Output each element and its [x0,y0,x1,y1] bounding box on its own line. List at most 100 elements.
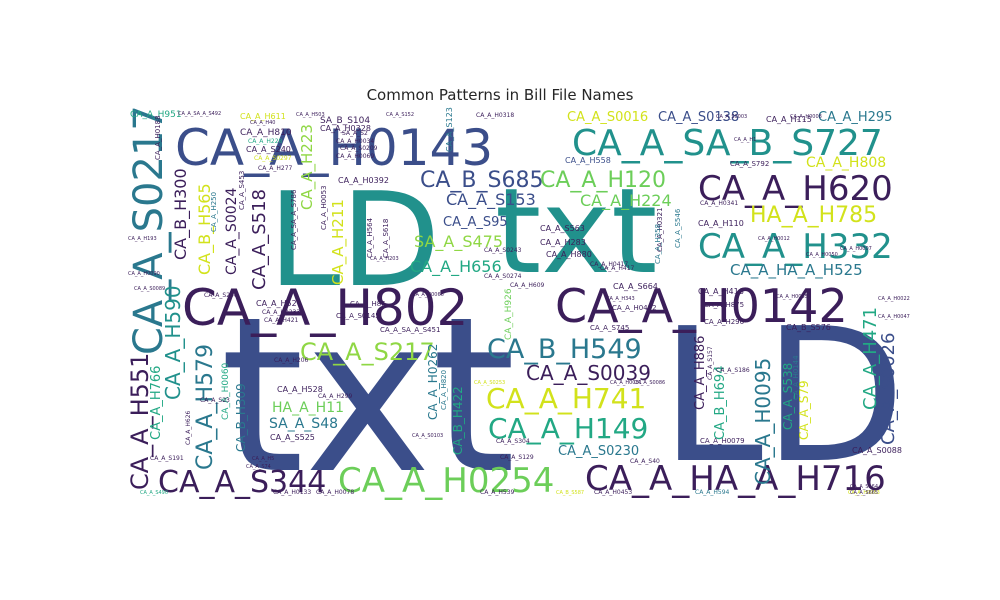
word-159: CA_A_H0022 [878,296,910,302]
word-54: CA_B_H309 [234,383,248,452]
word-13: CA_A_S344 [158,465,326,500]
word-67: CA_A_H283 [540,238,586,247]
word-145: CA_A_H343 [606,296,635,302]
word-82: CA_A_H0453 [594,489,632,496]
word-124: CA_A_H299 [318,393,353,400]
word-9: CA_A_H620 [698,169,893,209]
word-57: CA_A_H611 [240,112,286,121]
word-17: CA_A_S217 [300,338,435,366]
word-36: CA_A_S0138 [658,110,739,125]
word-127: CA_A_S129 [500,454,534,461]
word-21: CA_A_H551 [126,353,154,490]
word-78: CA_A_H0079 [700,437,745,445]
word-120: CA_A_H0318 [476,112,514,119]
word-139: CA_A_H40 [250,120,275,126]
word-71: CA_A_H110 [698,219,744,228]
word-106: CA_A_H0417 [590,261,628,268]
word-149: CA_A_H0066 [412,292,444,298]
word-10: CA_A_H332 [698,227,893,267]
word-77: CA_A_S0088 [852,446,902,455]
word-27: CA_A_S0026 [878,333,899,445]
word-5: CA_A_H802 [182,279,468,337]
word-31: CA_A_H224 [580,191,672,211]
word-91: CA_A_H0053 [320,185,328,230]
word-1: LD [660,288,906,504]
word-93: CA_A_S453 [238,171,246,210]
word-121: CA_A_S191 [150,455,184,462]
word-19: CA_A_H149 [488,412,648,445]
word-41: CA_A_H223 [298,124,317,210]
word-152: CA_A_H0007 [840,246,872,252]
word-0: txt [220,270,516,521]
word-102: CA_A_S0145 [336,312,380,320]
word-110: CA_A_H421 [264,317,299,324]
word-154: CA_A_S164 [850,484,878,490]
word-3: txt [495,162,657,300]
word-26: CA_A_H471 [860,307,881,410]
word-137: CA_A_H5 [252,456,274,462]
word-47: CA_A_H886 [693,336,708,410]
word-125: CA_A_H206 [274,357,309,364]
word-135: CA_A_H0081 [610,380,642,386]
word-104: CA_A_H0341 [700,200,738,207]
word-50: CA_A_S79 [797,380,811,440]
word-142: CA_A_H0012 [758,236,790,242]
word-131: CA_A_S490 [140,490,168,496]
word-63: CA_A_H558 [565,156,611,165]
word-43: CA_A_S95 [443,215,508,230]
word-153: CA_A_S665 [850,490,878,496]
word-29: CA_A_S518 [249,189,270,290]
word-111: CA_A_S0297 [254,155,292,162]
word-40: CA_A_S0024 [224,187,240,275]
word-8: CA_A_S0217 [126,105,172,355]
word-118: CA_A_S0274 [484,273,522,280]
word-75: CA_A_H0144 [792,355,800,400]
word-76: CA_B_S576 [786,323,831,332]
word-99: CA_A_S745 [590,324,629,332]
word-122: CA_A_S23 [200,397,230,404]
word-85: CA_A_H0321 [656,207,664,252]
word-156: CA_A_H193 [128,236,157,242]
word-74: CA_A_H52 [256,299,297,308]
word-157: CA_A_H0090 [128,271,160,277]
word-62: CA_A_S240 [246,145,291,154]
word-160: CA_A_H0047 [878,314,910,320]
word-150: CA_A_H203 [370,256,399,262]
word-89: CA_A_H564 [366,217,374,258]
word-42: CA_A_H211 [329,199,348,285]
word-30: CA_A_S153 [446,190,536,210]
word-51: CA_A_H0262 [426,344,440,420]
word-107: CA_A_H609 [510,282,545,289]
word-128: CA_A_S186 [716,367,750,374]
word-103: CA_A_S792 [730,160,769,168]
word-143: CA_A_H0008 [790,114,822,120]
word-87: CA_A_S546 [674,208,682,248]
word-148: CA_A_S0089 [134,286,165,292]
word-90: CA_A_SA_A_S786 [290,189,298,250]
word-59: SA_B_S104 [320,116,370,126]
word-22: CA_A_H579 [193,344,218,470]
word-66: CA_A_S563 [540,224,585,233]
word-69: CA_A_S664 [613,282,658,291]
word-116: CA_A_H277 [258,165,293,172]
word-94: CA_A_H820 [440,370,448,410]
word-144: CA_A_S0003 [716,114,747,120]
word-88: CA_A_S618 [382,219,390,258]
word-48: CA_B_H694 [713,366,728,440]
word-80: CA_A_H0078 [316,489,354,496]
word-155: CA_A_H1 [734,137,756,143]
word-123: CA_A_H626 [185,410,192,445]
word-108: CA_A_S206 [204,292,238,299]
word-96: CA_A_H0452 [612,304,657,312]
word-53: CA_A_S0230 [558,444,639,459]
word-126: CA_A_S304 [496,438,530,445]
word-73: CA_A_S525 [270,433,315,442]
word-18: CA_A_H741 [486,382,646,415]
word-100: CA_A_SA_A_S451 [380,326,440,334]
word-37: CA_A_H295 [818,110,892,125]
word-61: CA_A_H115 [766,115,812,124]
word-147: CA_A_S0103 [412,433,443,439]
word-6: CA_A_H0142 [555,279,848,333]
word-146: CA_A_S0086 [634,380,665,386]
word-23: CA_A_H590 [161,285,185,400]
